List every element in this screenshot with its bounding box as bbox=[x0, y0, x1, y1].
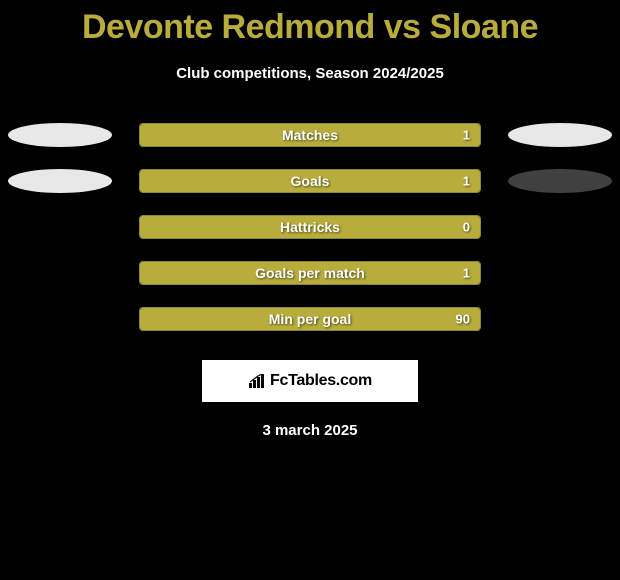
stat-value: 0 bbox=[463, 220, 470, 235]
player-right-oval bbox=[508, 169, 612, 193]
stat-row: Hattricks 0 bbox=[0, 204, 620, 250]
stat-label: Min per goal bbox=[269, 311, 351, 327]
stat-bar-track: Goals per match 1 bbox=[139, 261, 481, 285]
stat-bar-track: Matches 1 bbox=[139, 123, 481, 147]
player-right-oval bbox=[508, 123, 612, 147]
stat-value: 1 bbox=[463, 266, 470, 281]
stat-label: Goals bbox=[291, 173, 330, 189]
stat-bar-right bbox=[310, 170, 480, 192]
stat-label: Hattricks bbox=[280, 219, 340, 235]
stat-bar-left bbox=[140, 170, 310, 192]
stat-value: 90 bbox=[456, 312, 470, 327]
stat-bar-track: Goals 1 bbox=[139, 169, 481, 193]
stat-value: 1 bbox=[463, 128, 470, 143]
stat-row: Min per goal 90 bbox=[0, 296, 620, 342]
stats-area: Matches 1 Goals 1 Hattricks 0 Goals per match 1… bbox=[0, 112, 620, 342]
branding-badge[interactable]: FcTables.com bbox=[202, 360, 418, 402]
player-left-oval bbox=[8, 169, 112, 193]
stat-bar-track: Min per goal 90 bbox=[139, 307, 481, 331]
player-left-oval bbox=[8, 123, 112, 147]
subtitle: Club competitions, Season 2024/2025 bbox=[0, 65, 620, 82]
stat-label: Matches bbox=[282, 127, 338, 143]
stat-value: 1 bbox=[463, 174, 470, 189]
stat-row: Goals per match 1 bbox=[0, 250, 620, 296]
stat-label: Goals per match bbox=[255, 265, 365, 281]
stat-bar-track: Hattricks 0 bbox=[139, 215, 481, 239]
chart-icon bbox=[248, 374, 266, 388]
date-label: 3 march 2025 bbox=[0, 422, 620, 439]
stat-row: Goals 1 bbox=[0, 158, 620, 204]
page-title: Devonte Redmond vs Sloane bbox=[0, 0, 620, 47]
comparison-widget: Devonte Redmond vs Sloane Club competiti… bbox=[0, 0, 620, 580]
stat-row: Matches 1 bbox=[0, 112, 620, 158]
branding-text: FcTables.com bbox=[270, 372, 372, 390]
